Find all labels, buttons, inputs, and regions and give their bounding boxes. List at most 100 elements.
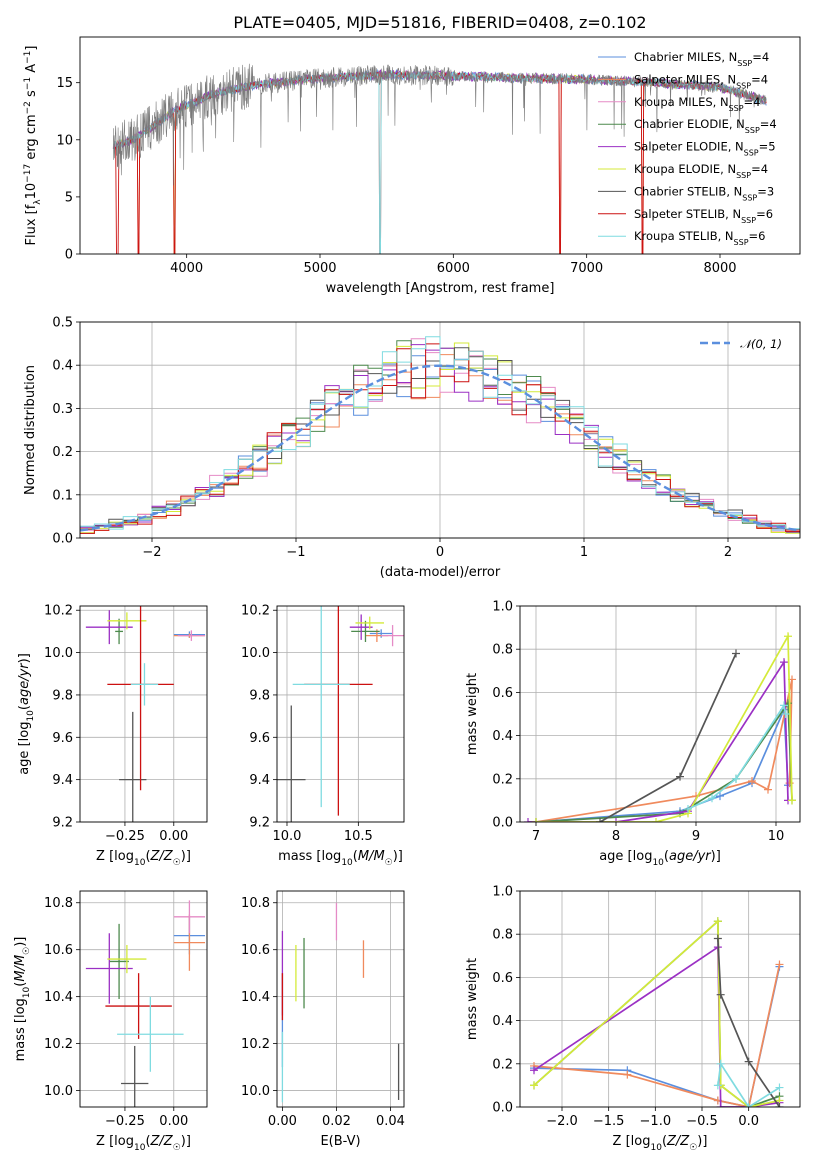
y-tick-label: 10.6 bbox=[241, 943, 270, 958]
legend-subscript: SSP bbox=[742, 193, 757, 202]
weight-series-salpeter-miles bbox=[532, 675, 796, 822]
error-point-kroupa-stelib bbox=[292, 606, 350, 808]
weight-line bbox=[533, 964, 781, 1107]
grid bbox=[277, 606, 404, 823]
axes-frame bbox=[79, 321, 801, 539]
error-point-chabrier-elodie bbox=[351, 620, 380, 642]
x-tick-label: 4000 bbox=[170, 261, 203, 276]
weight-line bbox=[528, 659, 789, 822]
weight-line bbox=[717, 938, 781, 1107]
error-point-kroupa-stelib bbox=[117, 996, 184, 1072]
label-part: 10 bbox=[24, 183, 39, 200]
y-tick-label: 9.8 bbox=[52, 688, 73, 703]
x-tick-label: 0.02 bbox=[322, 1114, 351, 1129]
label-part: )] bbox=[13, 937, 28, 947]
legend-subscript: SSP bbox=[736, 171, 751, 180]
legend-subscript: SSP bbox=[744, 148, 759, 157]
legend-subscript: SSP bbox=[737, 59, 752, 68]
weight-marker bbox=[716, 1103, 725, 1107]
legend-count: =4 bbox=[752, 50, 769, 64]
x-axis-label: wavelength [Angstrom, rest frame] bbox=[326, 281, 555, 296]
weight-marker bbox=[716, 990, 725, 999]
legend-count: =5 bbox=[759, 140, 776, 154]
label-part: Z/Z bbox=[150, 849, 174, 864]
weight-series-kroupa-stelib bbox=[713, 1059, 784, 1107]
legend-model-name: Chabrier STELIB, N bbox=[634, 184, 742, 198]
label-part: )] bbox=[393, 849, 403, 864]
tick-labels: −2 −1 0 1 2 0.0 0.1 0.2 0.3 0.4 0.5 bbox=[52, 316, 732, 561]
tick-labels: 10.0 10.5 9.2 9.4 9.6 9.8 10.0 10.2 bbox=[241, 604, 373, 844]
figure-title: PLATE=0405, MJD=51816, FIBERID=0408, z=0… bbox=[233, 13, 646, 32]
legend-count: =4 bbox=[751, 72, 768, 86]
label-part: Z [log bbox=[96, 1134, 134, 1149]
label-part: 10 bbox=[134, 1143, 146, 1153]
weight-marker bbox=[713, 1081, 722, 1090]
x-tick-label: 0.00 bbox=[159, 1114, 188, 1129]
tick-labels: 4000 5000 6000 7000 8000 0 5 10 15 bbox=[56, 76, 736, 276]
residual-histogram-5 bbox=[80, 342, 800, 534]
error-point-salpeter-elodie bbox=[349, 614, 373, 640]
tick-labels: 7 8 9 10 0.0 0.2 0.4 0.6 0.8 1.0 bbox=[492, 600, 784, 845]
x-tick-label: 0.0 bbox=[738, 1114, 759, 1129]
axes-frame bbox=[79, 36, 801, 255]
label-part: (data-model)/error bbox=[380, 565, 501, 580]
label-part: λ bbox=[33, 199, 43, 205]
error-point-salpeter-elodie bbox=[85, 933, 133, 1004]
weight-series-kroupa-elodie bbox=[530, 917, 784, 1107]
label-part: ( bbox=[13, 982, 28, 987]
weight-line bbox=[536, 633, 793, 822]
y-tick-label: 10.8 bbox=[44, 896, 73, 911]
legend-entry: Chabrier STELIB, NSSP=3 bbox=[634, 184, 774, 202]
label-part: mass weight bbox=[465, 958, 480, 1040]
y-tick-label: 0 bbox=[65, 248, 73, 263]
y-tick-label: 0.2 bbox=[492, 772, 513, 787]
x-axis-label: Z [log10(Z/Z☉)] bbox=[613, 1134, 708, 1153]
legend-entry: Salpeter MILES, NSSP=4 bbox=[634, 72, 768, 90]
weight-marker bbox=[780, 658, 788, 667]
error-point-kroupa-miles bbox=[381, 625, 404, 647]
error-point-chabrier-miles bbox=[369, 629, 393, 638]
y-tick-label: 10.2 bbox=[241, 1037, 270, 1052]
label-part: ( bbox=[353, 849, 358, 864]
x-tick-label: −1.5 bbox=[593, 1114, 625, 1129]
legend-model-name: Kroupa ELODIE, N bbox=[634, 162, 736, 176]
label-part: ( bbox=[17, 705, 32, 710]
y-axis-label: age [log10(age/yr)] bbox=[17, 653, 36, 775]
error-point-chabrier-stelib bbox=[277, 705, 306, 822]
observed-spectrum-line bbox=[113, 63, 767, 186]
label-part: ☉ bbox=[173, 858, 181, 868]
weight-marker bbox=[716, 1059, 725, 1068]
label-part: mass [log bbox=[13, 998, 28, 1061]
y-axis-label: mass weight bbox=[465, 673, 480, 755]
weight-series-salpeter-miles bbox=[530, 960, 784, 1107]
y-tick-label: 15 bbox=[56, 76, 73, 91]
label-part: M/M bbox=[358, 849, 385, 864]
label-part: ☉ bbox=[173, 1143, 181, 1153]
x-tick-label: −1 bbox=[286, 545, 305, 560]
x-tick-label: 8 bbox=[612, 829, 620, 844]
plot-area bbox=[530, 917, 784, 1107]
x-tick-label: 7 bbox=[532, 829, 540, 844]
legend-entry: Kroupa ELODIE, NSSP=4 bbox=[634, 162, 768, 180]
legend-count: =4 bbox=[760, 117, 777, 131]
legend-model-name: Kroupa STELIB, N bbox=[634, 229, 734, 243]
weight-marker bbox=[744, 1103, 753, 1107]
legend-subscript: SSP bbox=[741, 215, 756, 224]
y-tick-label: 10.0 bbox=[241, 1084, 270, 1099]
y-tick-label: 0.4 bbox=[492, 1014, 513, 1029]
y-axis-label: Flux [fλ10−17 erg cm−2 s−1 A−1] bbox=[23, 46, 43, 246]
tick-labels: 0.00 0.02 0.04 10.0 10.2 10.4 10.6 10.8 bbox=[241, 896, 405, 1129]
y-tick-label: 10.8 bbox=[241, 896, 270, 911]
legend-model-name: Chabrier ELODIE, N bbox=[634, 117, 745, 131]
weight-marker bbox=[530, 1066, 538, 1075]
legend-entry: Salpeter STELIB, NSSP=6 bbox=[634, 207, 773, 225]
weight-marker bbox=[788, 796, 796, 805]
y-tick-label: 9.4 bbox=[249, 773, 270, 788]
y-tick-label: 0.0 bbox=[492, 1101, 513, 1116]
legend-entry: Salpeter ELODIE, NSSP=5 bbox=[634, 140, 776, 158]
axes-frame bbox=[276, 605, 405, 823]
y-tick-label: 10.0 bbox=[44, 1084, 73, 1099]
label-part: 10 bbox=[341, 858, 353, 868]
y-tick-label: 0.0 bbox=[492, 816, 513, 831]
y-tick-label: 9.6 bbox=[52, 731, 73, 746]
